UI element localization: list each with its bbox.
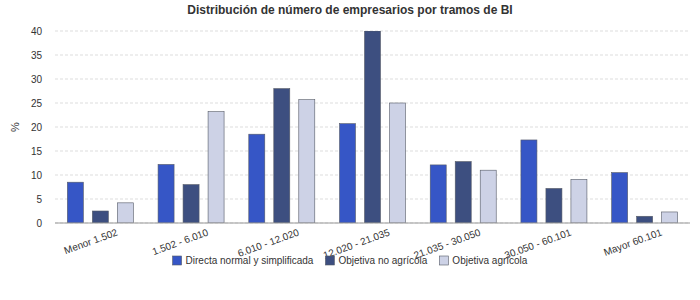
y-tick-label: 0	[36, 218, 42, 229]
bar	[183, 185, 199, 223]
title: Distribución de número de empresarios po…	[187, 3, 512, 17]
legend-swatch	[439, 256, 448, 265]
bar	[546, 188, 562, 223]
bar	[365, 31, 381, 223]
bar	[92, 211, 108, 223]
legend-label: Objetiva no agrícola	[338, 255, 427, 266]
y-tick-label: 35	[31, 50, 43, 61]
bar	[274, 89, 290, 223]
grid-line	[55, 223, 690, 224]
bar	[299, 100, 315, 223]
legend: Directa normal y simplificada Objetiva no…	[173, 255, 528, 266]
y-tick-label: 15	[31, 146, 43, 157]
y-tick-label: 20	[31, 122, 43, 133]
y-tick-label: 25	[31, 98, 43, 109]
bar	[158, 164, 174, 223]
bar	[480, 170, 496, 223]
y-tick-label: 10	[31, 170, 43, 181]
bars	[67, 31, 677, 223]
bar	[430, 165, 446, 223]
bar	[637, 216, 653, 223]
y-tick-label: 5	[36, 194, 42, 205]
x-tick-label: 1.502 - 6.010	[151, 226, 211, 257]
legend-label: Objetiva agrícola	[452, 255, 527, 266]
bar	[662, 212, 678, 223]
bar	[612, 173, 628, 223]
x-tick-label: Mayor 60.101	[602, 226, 664, 257]
bar	[340, 124, 356, 223]
y-axis-label: %	[9, 122, 21, 132]
legend-label: Directa normal y simplificada	[186, 255, 314, 266]
bar	[117, 203, 133, 223]
bar	[455, 162, 471, 223]
y-tick-label: 40	[31, 26, 43, 37]
bar	[67, 182, 83, 223]
legend-swatch	[173, 256, 182, 265]
bar	[521, 140, 537, 223]
chart: Distribución de número de empresarios po…	[0, 0, 700, 300]
y-tick-label: 30	[31, 74, 43, 85]
bar	[208, 112, 224, 223]
bar	[571, 179, 587, 223]
x-axis	[55, 223, 690, 224]
bar	[249, 134, 265, 223]
bar	[390, 103, 406, 223]
legend-swatch	[325, 256, 334, 265]
x-tick-label: Menor 1.502	[63, 226, 120, 256]
